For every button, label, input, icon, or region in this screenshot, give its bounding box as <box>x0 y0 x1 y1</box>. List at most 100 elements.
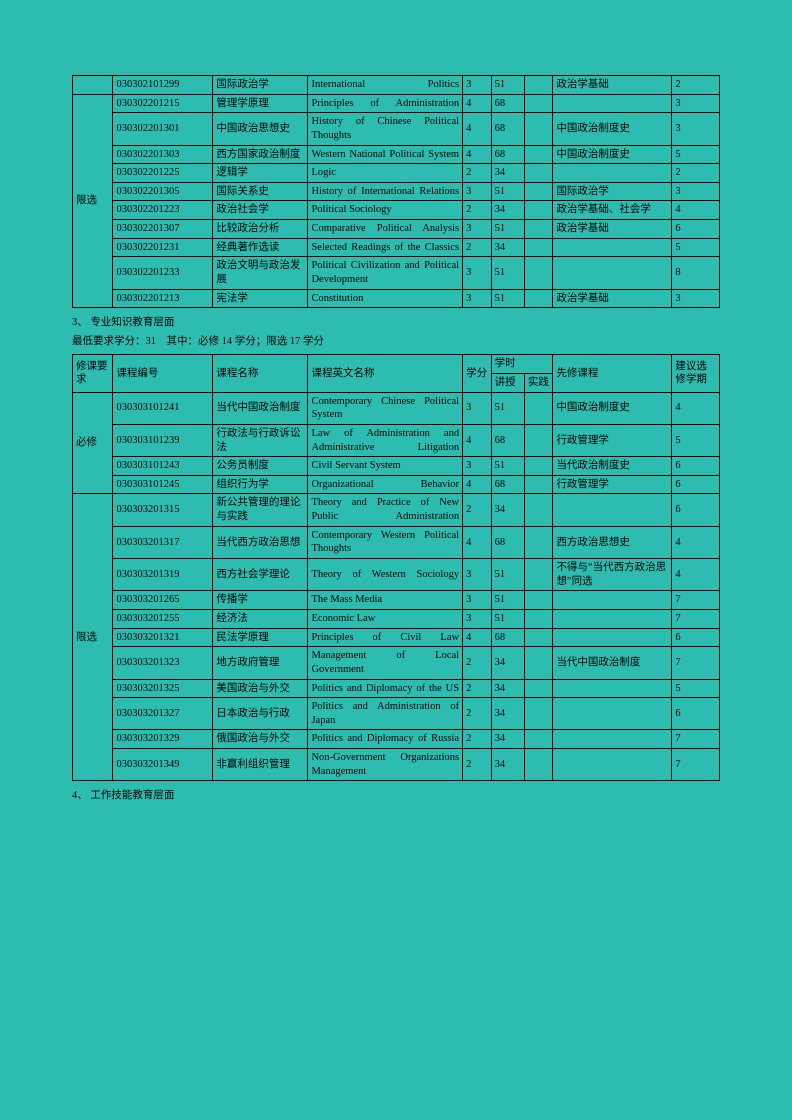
sem-cell: 6 <box>672 220 720 239</box>
pra-cell <box>524 220 553 239</box>
hdr-credit: 学分 <box>463 355 492 392</box>
sem-cell: 2 <box>672 76 720 95</box>
en-cell: The Mass Media <box>308 591 463 610</box>
hdr-sem: 建议选修学期 <box>672 355 720 392</box>
credit-cell: 2 <box>463 201 492 220</box>
hours-cell: 51 <box>491 182 524 201</box>
hours-cell: 34 <box>491 494 524 526</box>
pre-cell: 西方政治思想史 <box>553 526 672 558</box>
table-row: 030303201329俄国政治与外交Politics and Diplomac… <box>73 730 720 749</box>
sem-cell: 8 <box>672 257 720 289</box>
pre-cell: 中国政治制度史 <box>553 392 672 424</box>
pre-cell <box>553 698 672 730</box>
table-row: 030303201319西方社会学理论Theory of Western Soc… <box>73 559 720 591</box>
table-row: 030302101299国际政治学International Politics3… <box>73 76 720 95</box>
hours-cell: 68 <box>491 475 524 494</box>
table-row: 必修030303101241当代中国政治制度Contemporary Chine… <box>73 392 720 424</box>
pre-cell <box>553 494 672 526</box>
code-cell: 030303201265 <box>113 591 213 610</box>
code-cell: 030303201321 <box>113 628 213 647</box>
sem-cell: 3 <box>672 94 720 113</box>
pra-cell <box>524 494 553 526</box>
credit-cell: 4 <box>463 145 492 164</box>
pre-cell <box>553 749 672 781</box>
requirement-line: 最低要求学分：31 其中：必修 14 学分；限选 17 学分 <box>72 333 720 348</box>
pra-cell <box>524 257 553 289</box>
cn-cell: 经典著作选读 <box>213 238 308 257</box>
en-cell: Politics and Administration of Japan <box>308 698 463 730</box>
en-cell: Civil Servant System <box>308 457 463 476</box>
code-cell: 030303201325 <box>113 679 213 698</box>
credit-cell: 2 <box>463 749 492 781</box>
en-cell: Management of Local Government <box>308 647 463 679</box>
en-cell: Principles of Civil Law <box>308 628 463 647</box>
hours-cell: 34 <box>491 238 524 257</box>
table-row: 030303201325美国政治与外交Politics and Diplomac… <box>73 679 720 698</box>
table-row: 030303101245组织行为学Organizational Behavior… <box>73 475 720 494</box>
code-cell: 030303201315 <box>113 494 213 526</box>
en-cell: Politics and Diplomacy of the US <box>308 679 463 698</box>
cn-cell: 非赢利组织管理 <box>213 749 308 781</box>
table-row: 030303201321民法学原理Principles of Civil Law… <box>73 628 720 647</box>
credit-cell: 2 <box>463 730 492 749</box>
credit-cell: 2 <box>463 494 492 526</box>
sem-cell: 5 <box>672 145 720 164</box>
cn-cell: 新公共管理的理论与实践 <box>213 494 308 526</box>
pre-cell: 政治学基础、社会学 <box>553 201 672 220</box>
code-cell: 030302201213 <box>113 289 213 308</box>
pra-cell <box>524 201 553 220</box>
sem-cell: 3 <box>672 289 720 308</box>
hdr-en: 课程英文名称 <box>308 355 463 392</box>
cn-cell: 传播学 <box>213 591 308 610</box>
cn-cell: 组织行为学 <box>213 475 308 494</box>
code-cell: 030303101243 <box>113 457 213 476</box>
sem-cell: 4 <box>672 526 720 558</box>
sem-cell: 6 <box>672 628 720 647</box>
en-cell: Economic Law <box>308 609 463 628</box>
code-cell: 030302201223 <box>113 201 213 220</box>
hours-cell: 34 <box>491 749 524 781</box>
hours-cell: 34 <box>491 679 524 698</box>
sem-cell: 4 <box>672 392 720 424</box>
code-cell: 030303201319 <box>113 559 213 591</box>
credit-cell: 4 <box>463 628 492 647</box>
en-cell: Non-Government Organizations Management <box>308 749 463 781</box>
sem-cell: 7 <box>672 749 720 781</box>
hours-cell: 68 <box>491 628 524 647</box>
credit-cell: 2 <box>463 238 492 257</box>
pra-cell <box>524 698 553 730</box>
en-cell: Logic <box>308 164 463 183</box>
cn-cell: 经济法 <box>213 609 308 628</box>
pre-cell: 政治学基础 <box>553 220 672 239</box>
code-cell: 030302201225 <box>113 164 213 183</box>
pra-cell <box>524 289 553 308</box>
cn-cell: 政治社会学 <box>213 201 308 220</box>
en-cell: History of International Relations <box>308 182 463 201</box>
cn-cell: 当代西方政治思想 <box>213 526 308 558</box>
pra-cell <box>524 609 553 628</box>
pre-cell <box>553 257 672 289</box>
pra-cell <box>524 559 553 591</box>
pre-cell <box>553 730 672 749</box>
pra-cell <box>524 730 553 749</box>
hours-cell: 51 <box>491 609 524 628</box>
hours-cell: 51 <box>491 76 524 95</box>
credit-cell: 3 <box>463 76 492 95</box>
pra-cell <box>524 628 553 647</box>
sem-cell: 7 <box>672 730 720 749</box>
category-cell: 必修 <box>73 392 113 494</box>
course-table-1: 030302101299国际政治学International Politics3… <box>72 75 720 308</box>
cn-cell: 政治文明与政治发展 <box>213 257 308 289</box>
hours-cell: 68 <box>491 94 524 113</box>
en-cell: Political Civilization and Political Dev… <box>308 257 463 289</box>
sem-cell: 6 <box>672 457 720 476</box>
cn-cell: 国际政治学 <box>213 76 308 95</box>
sem-cell: 3 <box>672 182 720 201</box>
cn-cell: 当代中国政治制度 <box>213 392 308 424</box>
code-cell: 030303201323 <box>113 647 213 679</box>
table-row: 030303201265传播学The Mass Media3517 <box>73 591 720 610</box>
hdr-pra: 实践 <box>524 373 553 392</box>
credit-cell: 4 <box>463 526 492 558</box>
en-cell: Politics and Diplomacy of Russia <box>308 730 463 749</box>
table-row: 030302201213宪法学Constitution351政治学基础3 <box>73 289 720 308</box>
